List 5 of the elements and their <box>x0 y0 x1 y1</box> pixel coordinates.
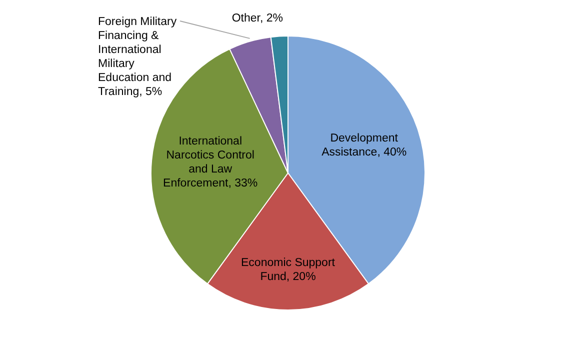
slice-label: Foreign Military Financing & International Military Education and Training, 5% <box>98 16 177 98</box>
slice-label: Other, 2% <box>232 12 283 24</box>
slice-label: Economic Support Fund, 20% <box>241 257 336 283</box>
slice-label: International Narcotics Control and Law Enforcement, 33% <box>163 136 258 190</box>
slice-label: Development Assistance, 40% <box>322 132 407 158</box>
